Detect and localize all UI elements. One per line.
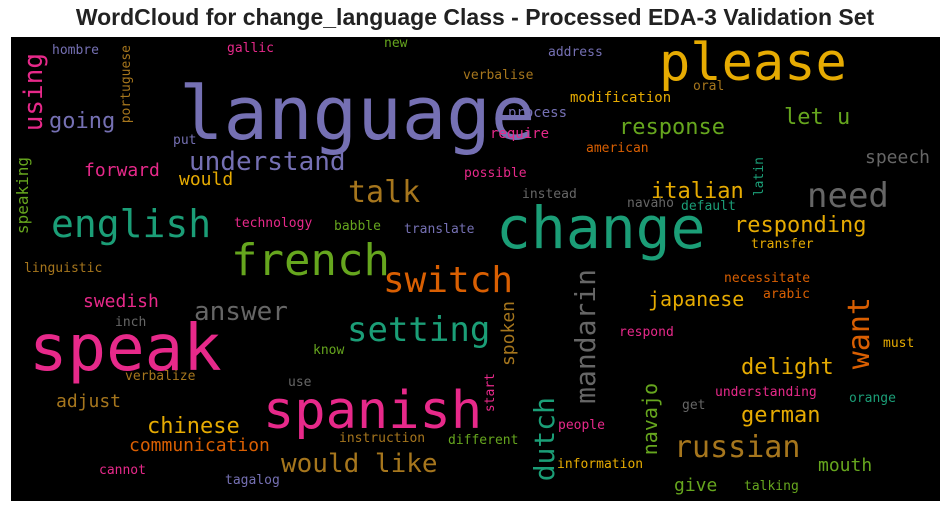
word-setting: setting bbox=[347, 310, 491, 350]
word-process: process bbox=[508, 105, 568, 121]
word-latin: latin bbox=[752, 157, 767, 197]
word-response: response bbox=[619, 115, 725, 140]
word-french: french bbox=[231, 235, 390, 286]
word-switch: switch bbox=[383, 260, 514, 301]
word-russian: russian bbox=[674, 430, 801, 465]
word-instruction: instruction bbox=[339, 431, 426, 446]
word-possible: possible bbox=[464, 166, 527, 181]
word-require: require bbox=[490, 126, 550, 142]
word-would-like: would like bbox=[281, 449, 438, 479]
word-talking: talking bbox=[744, 479, 799, 494]
word-speaking: speaking bbox=[13, 157, 32, 235]
word-oral: oral bbox=[693, 79, 725, 94]
word-orange: orange bbox=[849, 391, 896, 406]
word-language: language bbox=[179, 71, 536, 157]
word-navajo: navajo bbox=[638, 383, 662, 456]
word-understanding: understanding bbox=[715, 385, 817, 400]
word-want: want bbox=[842, 297, 877, 370]
word-inch: inch bbox=[115, 315, 147, 330]
word-japanese: japanese bbox=[648, 287, 745, 311]
word-change: change bbox=[496, 194, 706, 262]
word-understand: understand bbox=[189, 147, 346, 177]
word-people: people bbox=[558, 418, 605, 433]
word-speak: speak bbox=[29, 312, 222, 386]
word-forward: forward bbox=[84, 160, 160, 181]
word-must: must bbox=[883, 336, 915, 351]
word-please: please bbox=[659, 37, 847, 93]
word-transfer: transfer bbox=[751, 237, 814, 252]
word-talk: talk bbox=[348, 175, 421, 210]
word-necessitate: necessitate bbox=[724, 271, 811, 286]
word-chinese: chinese bbox=[147, 414, 240, 439]
word-going: going bbox=[49, 109, 116, 134]
word-delight: delight bbox=[741, 355, 834, 380]
word-start: start bbox=[483, 373, 498, 413]
word-cannot: cannot bbox=[99, 463, 146, 478]
figure-title: WordCloud for change_language Class - Pr… bbox=[75, 4, 875, 30]
word-communication: communication bbox=[129, 435, 270, 456]
word-english: english bbox=[51, 202, 212, 246]
word-respond: respond bbox=[619, 325, 674, 340]
word-dutch: dutch bbox=[528, 397, 561, 482]
word-verbalize: verbalize bbox=[125, 369, 196, 384]
word-technology: technology bbox=[234, 216, 313, 231]
word-mouth: mouth bbox=[818, 455, 873, 476]
word-use: use bbox=[288, 375, 312, 390]
word-different: different bbox=[448, 433, 519, 448]
word-spanish: spanish bbox=[263, 381, 483, 441]
word-speech: speech bbox=[865, 147, 931, 168]
word-verbalise: verbalise bbox=[463, 68, 534, 83]
word-let-u: let u bbox=[784, 105, 851, 130]
word-responding: responding bbox=[734, 213, 867, 238]
word-get: get bbox=[682, 398, 706, 413]
word-put: put bbox=[173, 133, 197, 148]
word-default: default bbox=[681, 199, 736, 214]
word-address: address bbox=[548, 45, 603, 60]
word-give: give bbox=[674, 475, 718, 496]
word-answer: answer bbox=[194, 297, 288, 327]
word-cloud: language speak change spanish please fre… bbox=[11, 37, 940, 501]
word-using: using bbox=[19, 53, 49, 132]
word-need: need bbox=[807, 176, 889, 216]
word-swedish: swedish bbox=[83, 291, 159, 312]
word-new: new bbox=[384, 37, 408, 51]
word-information: information bbox=[557, 457, 644, 472]
word-translate: translate bbox=[404, 222, 475, 237]
word-portuguese: portuguese bbox=[119, 45, 134, 124]
word-arabic: arabic bbox=[763, 287, 810, 302]
word-instead: instead bbox=[522, 187, 577, 202]
word-navaho: navaho bbox=[627, 196, 674, 211]
word-would: would bbox=[179, 169, 234, 190]
word-know: know bbox=[313, 343, 345, 358]
word-mandarin: mandarin bbox=[569, 269, 602, 404]
word-spoken: spoken bbox=[498, 301, 519, 367]
word-babble: babble bbox=[334, 219, 381, 234]
word-american: american bbox=[586, 141, 649, 156]
word-hombre: hombre bbox=[52, 43, 99, 58]
word-tagalog: tagalog bbox=[225, 473, 280, 488]
word-modification: modification bbox=[570, 90, 672, 106]
word-linguistic: linguistic bbox=[24, 261, 103, 276]
word-italian: italian bbox=[651, 179, 744, 204]
word-german: german bbox=[741, 403, 821, 428]
word-gallic: gallic bbox=[227, 41, 274, 56]
word-adjust: adjust bbox=[56, 391, 122, 412]
